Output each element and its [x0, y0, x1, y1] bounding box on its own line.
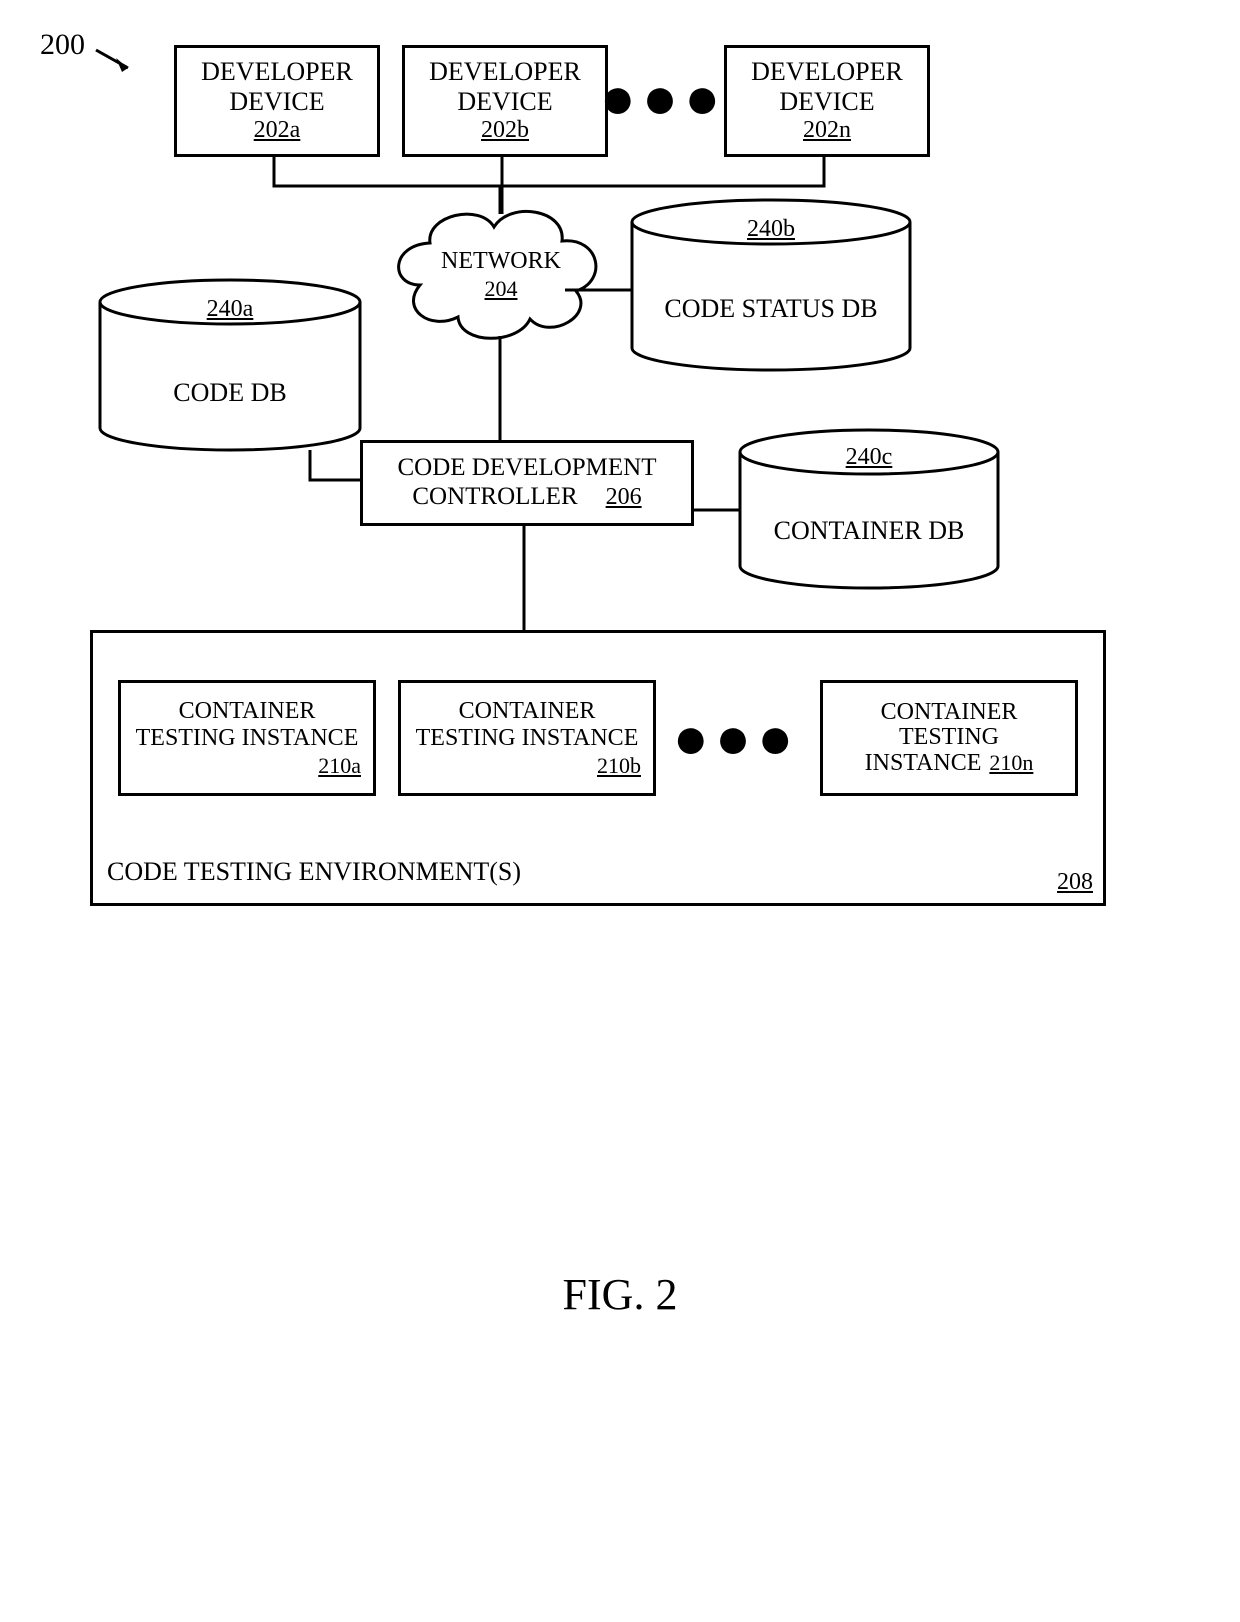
figure-annotation-label: 200	[40, 28, 85, 61]
node-line: CODE TESTING ENVIRONMENT(S)	[107, 857, 521, 886]
figure-annotation: 200	[40, 28, 85, 63]
dots-glyph: ●●●	[666, 700, 806, 776]
developer-device-n: DEVELOPER DEVICE 202n	[724, 45, 930, 157]
diagram-stage: 200 DEVELOPER DEVICE 202a DEVELOPER DEVI…	[0, 0, 1240, 1622]
node-line: DEVELOPER	[201, 57, 353, 87]
container-testing-instance-n: CONTAINER TESTING INSTANCE 210n	[820, 680, 1078, 796]
node-ref: 204	[485, 276, 518, 301]
code-status-db-label: 240b CODE STATUS DB	[632, 216, 910, 323]
code-development-controller: CODE DEVELOPMENT CONTROLLER 206	[360, 440, 694, 526]
developer-device-a: DEVELOPER DEVICE 202a	[174, 45, 380, 157]
node-ref: 240b	[747, 216, 795, 244]
node-line: TESTING INSTANCE	[416, 725, 639, 753]
node-line: CONTAINER	[459, 698, 596, 726]
node-line: INSTANCE	[865, 751, 982, 776]
node-line: DEVICE	[779, 87, 874, 117]
node-ref: 208	[1057, 869, 1093, 897]
node-line: TESTING INSTANCE	[136, 725, 359, 753]
node-line: CODE DB	[173, 378, 286, 408]
node-line: DEVELOPER	[751, 57, 903, 87]
node-line: NETWORK	[441, 248, 561, 274]
container-db-label: 240c CONTAINER DB	[740, 444, 998, 545]
node-line: CONTROLLER	[412, 483, 577, 512]
dots-glyph: ●●●	[612, 60, 714, 136]
node-ref: 202b	[481, 117, 529, 145]
node-ref: 202a	[254, 117, 301, 145]
network-cloud-label: NETWORK 204	[416, 248, 586, 303]
node-line: CONTAINER	[881, 700, 1018, 725]
figure-caption: FIG. 2	[0, 1270, 1240, 1321]
node-line: CONTAINER	[179, 698, 316, 726]
node-ref: 240c	[846, 444, 893, 472]
node-line: DEVICE	[229, 87, 324, 117]
ellipsis-top: ●●●	[612, 60, 714, 136]
node-line: CONTAINER DB	[774, 516, 965, 546]
container-testing-instance-a: CONTAINER TESTING INSTANCE 210a	[118, 680, 376, 796]
node-line: CODE DEVELOPMENT	[397, 454, 656, 483]
node-ref: 202n	[803, 117, 851, 145]
node-ref: 210b	[597, 753, 641, 778]
node-line: CODE STATUS DB	[664, 294, 877, 324]
figure-caption-text: FIG. 2	[563, 1270, 678, 1319]
node-ref: 240a	[207, 296, 254, 324]
node-ref: 210n	[989, 751, 1033, 774]
code-db-label: 240a CODE DB	[100, 296, 360, 407]
ellipsis-cti: ●●●	[666, 700, 806, 776]
developer-device-b: DEVELOPER DEVICE 202b	[402, 45, 608, 157]
node-line: DEVICE	[457, 87, 552, 117]
node-line: TESTING	[899, 725, 999, 750]
container-testing-instance-b: CONTAINER TESTING INSTANCE 210b	[398, 680, 656, 796]
node-ref: 210a	[318, 753, 361, 778]
node-ref: 206	[606, 484, 642, 512]
node-line: DEVELOPER	[429, 57, 581, 87]
